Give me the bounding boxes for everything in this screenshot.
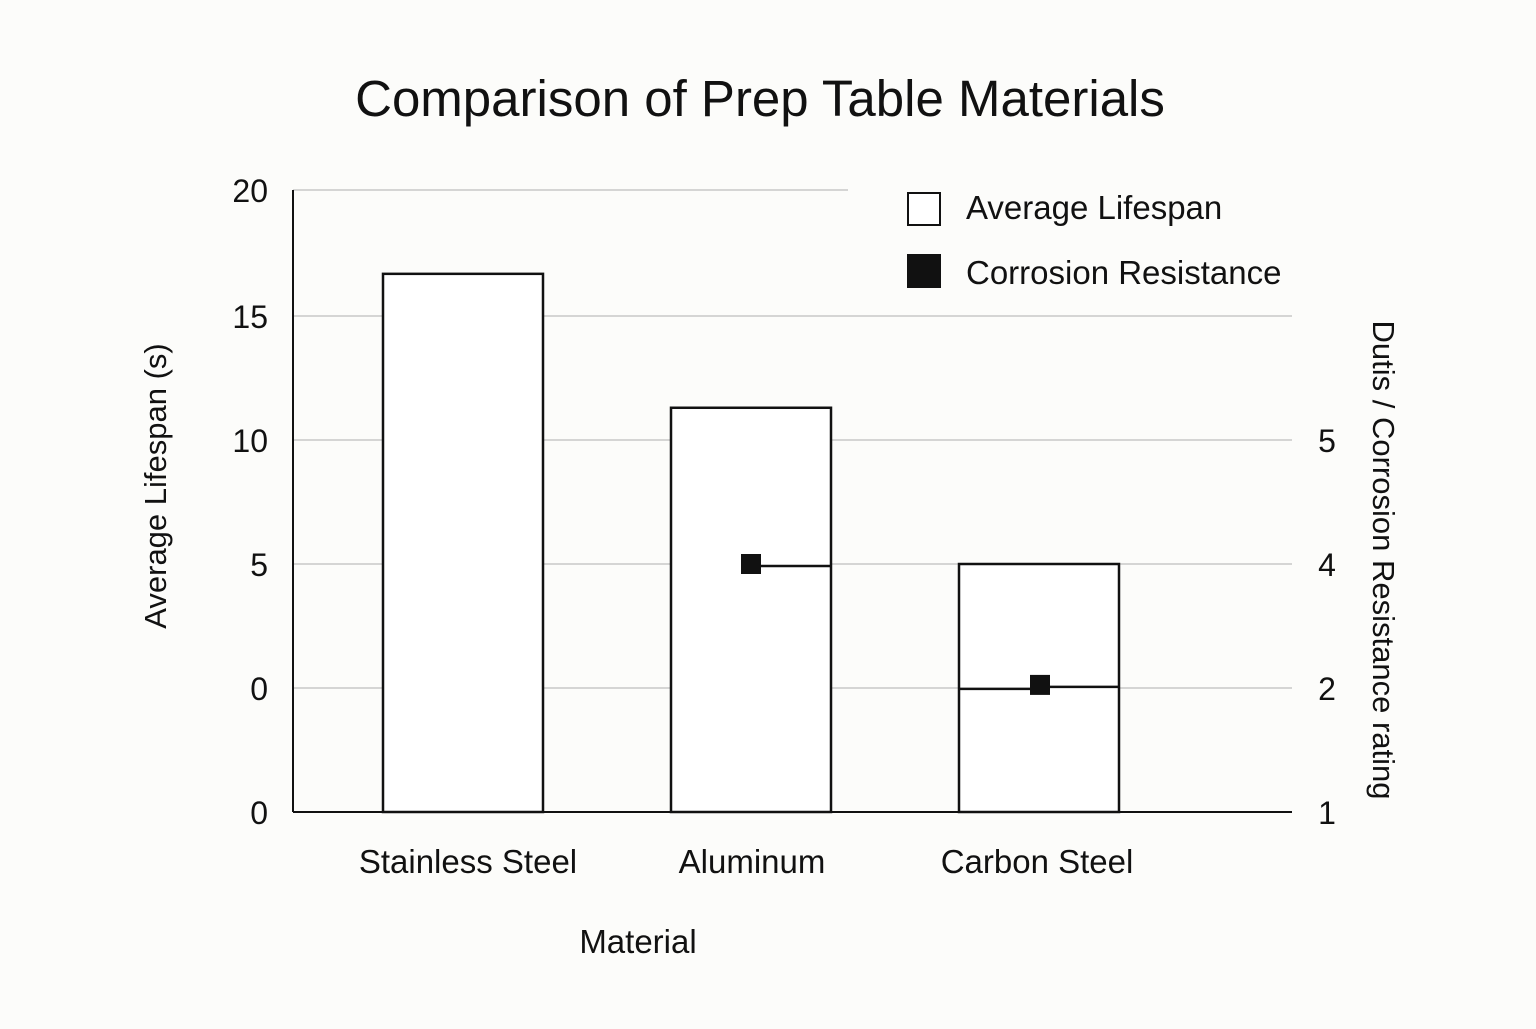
category-label: Carbon Steel: [941, 843, 1134, 880]
category-labels: Stainless Steel Aluminum Carbon Steel: [359, 843, 1133, 880]
legend: Average Lifespan Corrosion Resistance: [907, 189, 1281, 291]
right-tick-label: 5: [1318, 423, 1336, 459]
left-tick-label: 0: [250, 671, 268, 707]
y-axis-label: Average Lifespan (s): [138, 343, 173, 628]
bar-aluminum: [669, 406, 833, 814]
left-tick-label: 5: [250, 547, 268, 583]
x-axis-label: Material: [579, 923, 696, 960]
chart-title: Comparison of Prep Table Materials: [355, 70, 1165, 127]
legend-label-average-lifespan: Average Lifespan: [966, 189, 1222, 226]
corrosion-marker: [1030, 674, 1050, 695]
legend-swatch-average-lifespan: [907, 192, 941, 226]
legend-label-corrosion-resistance: Corrosion Resistance: [966, 254, 1281, 291]
left-axis-ticks: 20 15 10 5 0 0: [232, 173, 268, 831]
right-tick-label: 2: [1318, 671, 1336, 707]
left-tick-label: 20: [232, 173, 268, 209]
corrosion-marker: [741, 554, 761, 574]
category-label: Aluminum: [679, 843, 826, 880]
corrosion-markers: [741, 554, 1119, 695]
legend-swatch-corrosion-resistance: [907, 254, 941, 288]
right-tick-label: 4: [1318, 547, 1336, 583]
right-axis-ticks: 5 4 2 1: [1318, 423, 1336, 831]
left-tick-label: 10: [232, 423, 268, 459]
left-tick-label: 15: [232, 299, 268, 335]
right-tick-label: 1: [1318, 795, 1336, 831]
bar-stainless-steel: [381, 272, 545, 814]
y2-axis-label: Dutis / Corrosion Resistance rating: [1366, 321, 1401, 800]
left-tick-label: 0: [250, 795, 268, 831]
category-label: Stainless Steel: [359, 843, 577, 880]
